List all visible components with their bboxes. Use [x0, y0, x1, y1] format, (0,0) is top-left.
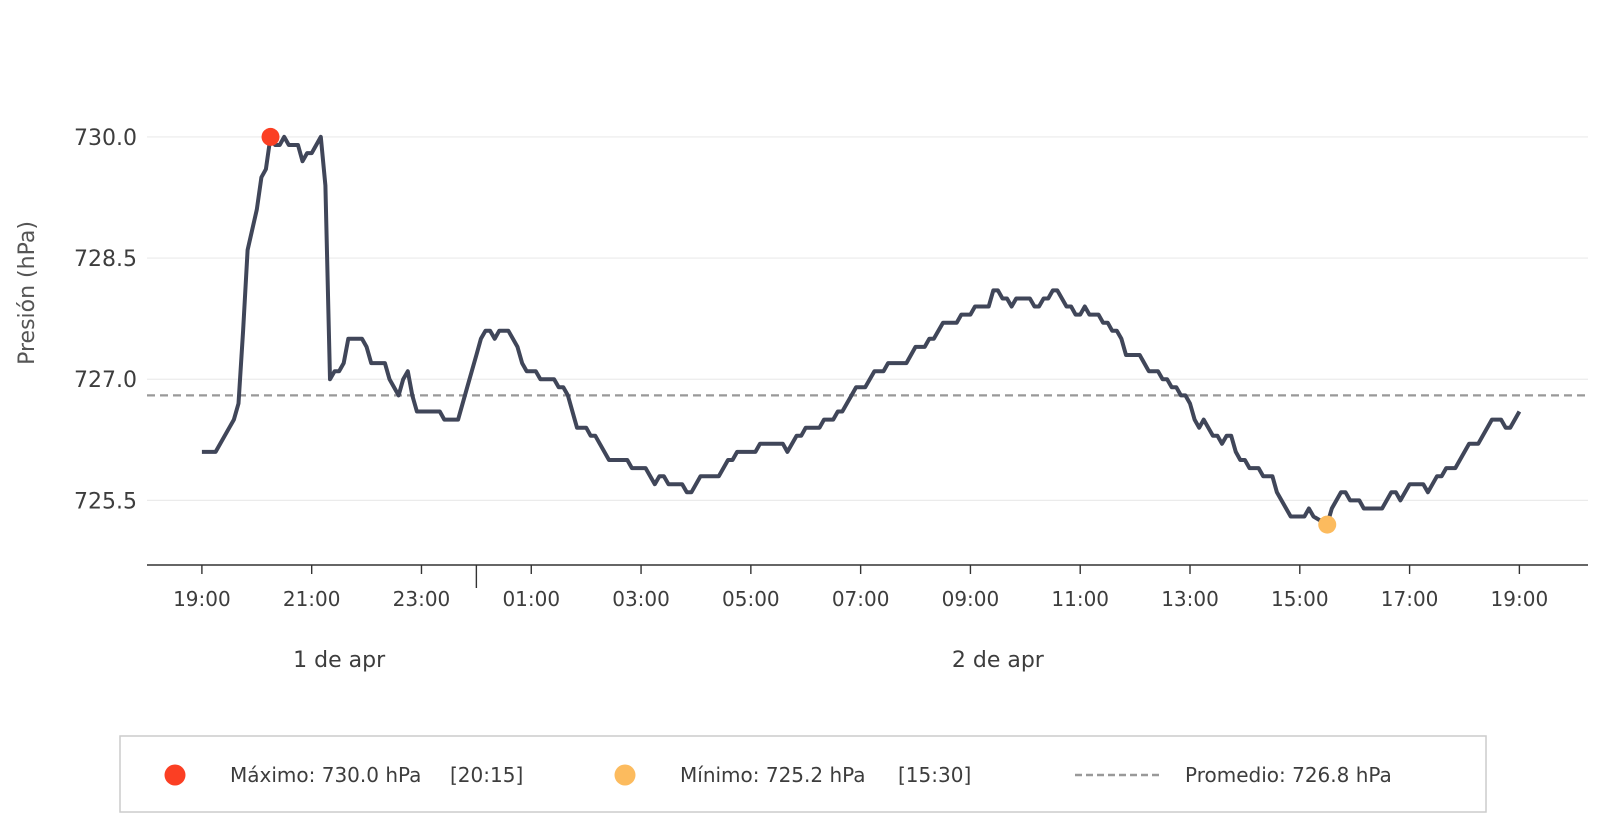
x-tick-label: 07:00 — [832, 587, 890, 611]
min-marker — [1318, 515, 1337, 534]
legend-max-time: [20:15] — [450, 763, 523, 787]
x-tick-label: 19:00 — [1491, 587, 1549, 611]
x-tick-label: 15:00 — [1271, 587, 1329, 611]
grid-lines — [147, 136, 1588, 501]
x-tick-label: 13:00 — [1161, 587, 1219, 611]
legend-average-label: Promedio: 726.8 hPa — [1185, 763, 1392, 787]
legend-max-marker — [164, 764, 186, 786]
x-tick-label: 17:00 — [1381, 587, 1439, 611]
legend-min-label: Mínimo: 725.2 hPa — [680, 763, 866, 787]
legend-min-marker — [614, 764, 636, 786]
day-label: 1 de apr — [293, 648, 386, 673]
legend-min-time: [15:30] — [898, 763, 971, 787]
y-axis-ticks: 725.5 727.0 728.5 730.0 — [74, 126, 137, 514]
day-label: 2 de apr — [952, 648, 1045, 673]
pressure-series-line — [201, 134, 1522, 527]
x-tick-label: 09:00 — [942, 587, 1000, 611]
x-axis-ticks: 19:00 21:00 23:00 01:00 03:00 05:00 07:00 09:00… — [173, 565, 1548, 611]
max-marker — [261, 127, 280, 146]
legend-max-label: Máximo: 730.0 hPa — [230, 763, 421, 787]
y-tick-label: 727.0 — [74, 368, 137, 393]
x-tick-label: 23:00 — [393, 587, 451, 611]
legend-box — [119, 735, 1487, 813]
x-tick-label: 11:00 — [1051, 587, 1109, 611]
y-axis-label: Presión (hPa) — [15, 221, 40, 365]
y-tick-label: 725.5 — [74, 489, 137, 514]
x-tick-label: 19:00 — [173, 587, 231, 611]
day-labels: 1 de apr 2 de apr — [293, 648, 1045, 673]
y-tick-label: 728.5 — [74, 247, 137, 272]
x-tick-label: 05:00 — [722, 587, 780, 611]
legend: Máximo: 730.0 hPa [20:15] Mínimo: 725.2 … — [119, 735, 1487, 813]
x-tick-label: 21:00 — [283, 587, 341, 611]
x-tick-label: 01:00 — [502, 587, 560, 611]
x-tick-label: 03:00 — [612, 587, 670, 611]
y-tick-label: 730.0 — [74, 126, 137, 151]
